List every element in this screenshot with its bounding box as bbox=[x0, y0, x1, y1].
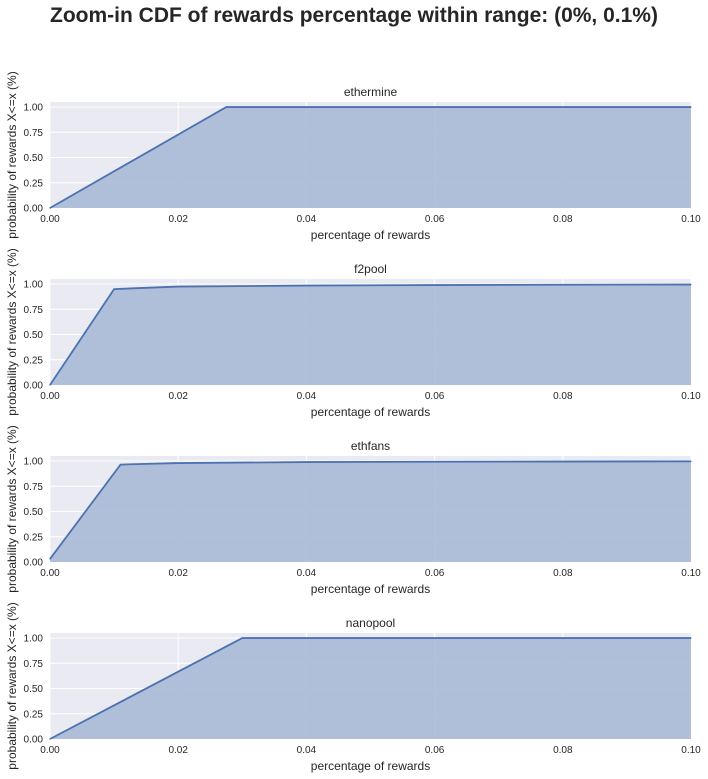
y-tick-label: 0.75 bbox=[24, 305, 44, 316]
y-tick-label: 0.00 bbox=[24, 558, 44, 569]
cdf-point bbox=[434, 461, 436, 463]
x-tick-label: 0.06 bbox=[425, 745, 445, 756]
cdf-point bbox=[562, 284, 564, 286]
cdf-point bbox=[305, 284, 307, 287]
x-axis-label: percentage of rewards bbox=[311, 228, 430, 242]
cdf-point bbox=[434, 284, 436, 286]
cdf-point bbox=[49, 384, 51, 386]
x-tick-label: 0.10 bbox=[681, 214, 701, 225]
y-axis-label: probability of rewards X<=x (%) bbox=[5, 602, 19, 769]
subplot-title: ethfans bbox=[351, 439, 390, 453]
cdf-point bbox=[177, 462, 179, 464]
cdf-point bbox=[241, 637, 243, 639]
x-tick-label: 0.04 bbox=[297, 391, 317, 402]
subplot-nanopool: nanopool 0.00 0.02 0.04 0.06 0.08 0.10 0.00 0.25… bbox=[5, 602, 701, 773]
cdf-area bbox=[50, 284, 691, 385]
x-tick-label: 0.04 bbox=[297, 214, 317, 225]
y-tick-label: 0.25 bbox=[24, 709, 44, 720]
x-tick-label: 0.00 bbox=[40, 568, 60, 579]
y-tick-label: 0.50 bbox=[24, 507, 44, 518]
x-tick-label: 0.02 bbox=[168, 568, 188, 579]
x-tick-label: 0.08 bbox=[553, 391, 573, 402]
x-tick-label: 0.10 bbox=[681, 745, 701, 756]
subplot-ethermine: ethermine 0.00 0.02 0.04 0.06 0.08 0.10 0.00 0.2… bbox=[5, 71, 701, 242]
cdf-point bbox=[49, 738, 51, 740]
y-axis-label: probability of rewards X<=x (%) bbox=[5, 425, 19, 592]
y-tick-label: 0.50 bbox=[24, 684, 44, 695]
y-axis-label: probability of rewards X<=x (%) bbox=[5, 71, 19, 238]
y-tick-label: 0.75 bbox=[24, 659, 44, 670]
subplot-title: ethermine bbox=[344, 85, 398, 99]
cdf-point bbox=[225, 106, 227, 108]
x-tick-label: 0.06 bbox=[425, 391, 445, 402]
x-tick-label: 0.08 bbox=[553, 214, 573, 225]
subplot-f2pool: f2pool 0.00 0.02 0.04 0.06 0.08 0.10 0.00 0.25 0.… bbox=[5, 248, 701, 419]
x-axis-label: percentage of rewards bbox=[311, 759, 430, 773]
cdf-point bbox=[113, 288, 115, 290]
cdf-point bbox=[49, 207, 51, 209]
cdf-point bbox=[690, 106, 692, 108]
x-tick-label: 0.08 bbox=[553, 568, 573, 579]
x-tick-label: 0.04 bbox=[297, 568, 317, 579]
x-axis-label: percentage of rewards bbox=[311, 405, 430, 419]
y-tick-label: 1.00 bbox=[24, 280, 44, 291]
y-tick-label: 0.75 bbox=[24, 128, 44, 139]
x-tick-label: 0.10 bbox=[681, 391, 701, 402]
subplot-title: f2pool bbox=[354, 262, 387, 276]
y-axis-label: probability of rewards X<=x (%) bbox=[5, 248, 19, 415]
y-tick-label: 0.00 bbox=[24, 381, 44, 392]
cdf-point bbox=[177, 285, 179, 288]
cdf-point bbox=[690, 460, 692, 462]
x-tick-label: 0.00 bbox=[40, 214, 60, 225]
y-tick-label: 0.50 bbox=[24, 153, 44, 164]
cdf-point bbox=[690, 637, 692, 639]
x-tick-label: 0.00 bbox=[40, 391, 60, 402]
x-tick-label: 0.02 bbox=[168, 214, 188, 225]
x-tick-label: 0.02 bbox=[168, 391, 188, 402]
figure-suptitle: Zoom-in CDF of rewards percentage within… bbox=[50, 4, 658, 27]
x-tick-label: 0.04 bbox=[297, 745, 317, 756]
x-axis-label: percentage of rewards bbox=[311, 582, 430, 596]
y-tick-label: 0.25 bbox=[24, 178, 44, 189]
y-tick-label: 0.25 bbox=[24, 355, 44, 366]
y-tick-label: 0.00 bbox=[24, 735, 44, 746]
cdf-point bbox=[690, 283, 692, 286]
y-tick-label: 0.50 bbox=[24, 330, 44, 341]
cdf-point bbox=[305, 461, 307, 463]
cdf-point bbox=[49, 558, 51, 560]
cdf-point bbox=[119, 463, 122, 466]
y-tick-label: 1.00 bbox=[24, 634, 44, 645]
cdf-point bbox=[562, 460, 564, 463]
subplot-title: nanopool bbox=[346, 616, 395, 630]
cdf-area bbox=[50, 461, 691, 562]
x-tick-label: 0.10 bbox=[681, 568, 701, 579]
x-tick-label: 0.02 bbox=[168, 745, 188, 756]
cdf-area bbox=[50, 638, 691, 739]
y-tick-label: 0.00 bbox=[24, 204, 44, 215]
y-tick-label: 0.75 bbox=[24, 482, 44, 493]
y-tick-label: 1.00 bbox=[24, 103, 44, 114]
x-tick-label: 0.00 bbox=[40, 745, 60, 756]
subplots: ethermine 0.00 0.02 0.04 0.06 0.08 0.10 0.00 0.2… bbox=[5, 71, 701, 773]
x-tick-label: 0.06 bbox=[425, 214, 445, 225]
y-tick-label: 1.00 bbox=[24, 457, 44, 468]
cdf-area bbox=[50, 107, 691, 208]
y-tick-label: 0.25 bbox=[24, 532, 44, 543]
x-tick-label: 0.08 bbox=[553, 745, 573, 756]
subplot-ethfans: ethfans 0.00 0.02 0.04 0.06 0.08 0.10 0.00 0.25 0… bbox=[5, 425, 701, 596]
x-tick-label: 0.06 bbox=[425, 568, 445, 579]
